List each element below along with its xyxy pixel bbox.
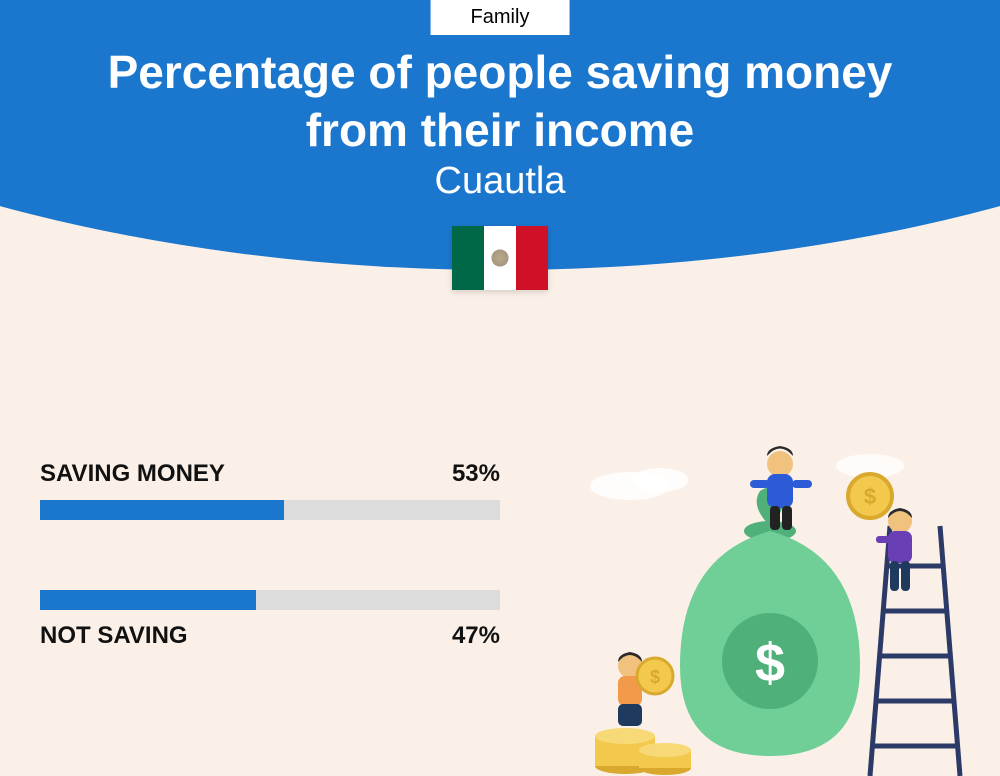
bars-container: SAVING MONEY 53% NOT SAVING 47%: [40, 460, 500, 720]
bar-fill: [40, 500, 284, 520]
bar-header: SAVING MONEY 53%: [40, 460, 500, 488]
person-orange-icon: $: [618, 652, 673, 726]
ladder-icon: [870, 526, 960, 776]
mexico-flag-icon: [452, 226, 548, 290]
bar-track: [40, 500, 500, 520]
bar-label: SAVING MONEY: [40, 460, 225, 488]
location-subtitle: Cuautla: [0, 160, 1000, 203]
bar-value: 53%: [452, 460, 500, 488]
bar-not-saving: NOT SAVING 47%: [40, 590, 500, 650]
flag-stripe-green: [452, 226, 484, 290]
category-tag: Family: [431, 0, 570, 35]
person-blue-icon: [750, 446, 812, 530]
savings-illustration: $ $: [570, 436, 970, 776]
flag-stripe-red: [516, 226, 548, 290]
flag-emblem-icon: [490, 248, 510, 268]
dollar-sign-icon: $: [755, 633, 785, 693]
bar-saving-money: SAVING MONEY 53%: [40, 460, 500, 520]
bar-header: NOT SAVING 47%: [40, 622, 500, 650]
bar-fill: [40, 590, 256, 610]
person-purple-icon: $: [848, 474, 912, 591]
svg-text:$: $: [650, 667, 660, 687]
flag-stripe-white: [484, 226, 516, 290]
coin-stack-icon: [595, 728, 691, 775]
svg-text:$: $: [864, 484, 876, 509]
cloud-icon: [632, 468, 688, 492]
bar-label: NOT SAVING: [40, 622, 188, 650]
bar-track: [40, 590, 500, 610]
money-bag-icon: $: [680, 488, 860, 757]
page-title: Percentage of people saving money from t…: [0, 44, 1000, 159]
bar-value: 47%: [452, 622, 500, 650]
